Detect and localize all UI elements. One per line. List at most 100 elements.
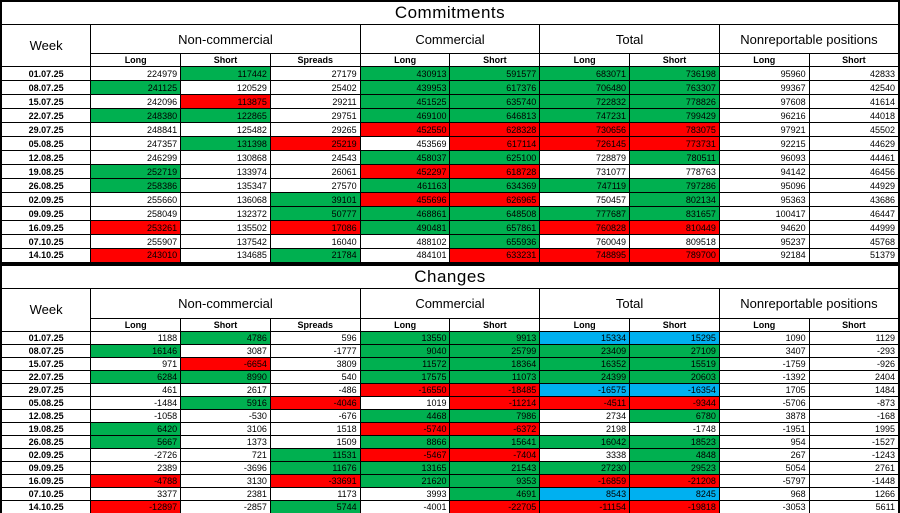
value-cell: 3809: [269, 356, 361, 371]
value-cell: 24543: [269, 150, 361, 165]
value-cell: 458037: [359, 150, 451, 165]
sub-header-spreads: Spreads: [269, 53, 361, 67]
value-cell: 3106: [180, 421, 271, 436]
value-cell: -1448: [808, 473, 900, 488]
value-cell: 13165: [359, 460, 451, 475]
value-cell: 5916: [180, 395, 271, 410]
value-cell: 9913: [449, 330, 541, 345]
value-cell: 247357: [90, 136, 182, 151]
week-cell: 22.07.25: [0, 369, 92, 384]
week-cell: 05.08.25: [0, 395, 92, 410]
value-cell: 439953: [359, 80, 451, 95]
value-cell: 122865: [180, 108, 271, 123]
value-cell: 1090: [718, 330, 810, 345]
sub-header-short: Short: [449, 53, 541, 67]
group-header-commercial: Commercial: [359, 287, 541, 319]
value-cell: 4691: [449, 486, 541, 501]
value-cell: 1484: [808, 382, 900, 397]
value-cell: 780511: [629, 150, 720, 165]
value-cell: 1188: [90, 330, 182, 345]
value-cell: 728879: [539, 150, 631, 165]
value-cell: 490481: [359, 220, 451, 235]
value-cell: -5797: [718, 473, 810, 488]
value-cell: 750457: [539, 192, 631, 207]
value-cell: 468861: [359, 206, 451, 221]
week-cell: 15.07.25: [0, 94, 92, 109]
value-cell: -1527: [808, 434, 900, 449]
value-cell: 134685: [180, 248, 271, 263]
group-header-commercial: Commercial: [359, 24, 541, 54]
value-cell: 648508: [449, 206, 541, 221]
value-cell: 94620: [718, 220, 810, 235]
section-title-row: Commitments: [0, 0, 900, 25]
group-header-row: Week Non-commercial Commercial Total Nonrepo…: [0, 24, 900, 67]
value-cell: 21620: [359, 473, 451, 488]
value-cell: 133974: [180, 164, 271, 179]
sub-header-short: Short: [629, 317, 720, 332]
table-row: 07.10.25 3377 2381 1173 3993 4691 8543 8245 968 1…: [0, 486, 900, 501]
value-cell: -676: [269, 408, 361, 423]
sub-header-long: Long: [539, 317, 631, 332]
value-cell: 45768: [808, 234, 900, 249]
value-cell: 2198: [539, 421, 631, 436]
value-cell: 16146: [90, 343, 182, 358]
group-header-nonreportable-positions: Nonreportable positions: [718, 287, 900, 319]
value-cell: 6780: [629, 408, 720, 423]
value-cell: 29265: [269, 122, 361, 137]
value-cell: 5611: [808, 499, 900, 513]
value-cell: 224979: [90, 66, 182, 81]
value-cell: -5467: [359, 447, 451, 462]
value-cell: 26061: [269, 164, 361, 179]
group-header-row: Week Non-commercial Commercial Total Nonrepo…: [0, 287, 900, 332]
value-cell: -16550: [359, 382, 451, 397]
value-cell: 797286: [629, 178, 720, 193]
value-cell: 96216: [718, 108, 810, 123]
sub-header-short: Short: [808, 317, 900, 332]
week-cell: 07.10.25: [0, 486, 92, 501]
value-cell: 731077: [539, 164, 631, 179]
value-cell: 253261: [90, 220, 182, 235]
value-cell: 633231: [449, 248, 541, 263]
value-cell: 92215: [718, 136, 810, 151]
week-cell: 02.09.25: [0, 192, 92, 207]
value-cell: -1243: [808, 447, 900, 462]
value-cell: 971: [90, 356, 182, 371]
value-cell: 452297: [359, 164, 451, 179]
value-cell: 3993: [359, 486, 451, 501]
value-cell: 17575: [359, 369, 451, 384]
value-cell: 16040: [269, 234, 361, 249]
value-cell: -1484: [90, 395, 182, 410]
table-row: 14.10.25 243010 134685 21784 484101 633231 748…: [0, 248, 900, 263]
value-cell: 5667: [90, 434, 182, 449]
value-cell: 135347: [180, 178, 271, 193]
table-row: 09.09.25 258049 132372 50777 468861 648508 777…: [0, 206, 900, 221]
value-cell: 484101: [359, 248, 451, 263]
week-cell: 08.07.25: [0, 343, 92, 358]
value-cell: -293: [808, 343, 900, 358]
value-cell: 783075: [629, 122, 720, 137]
value-cell: 29523: [629, 460, 720, 475]
value-cell: 628328: [449, 122, 541, 137]
value-cell: 3377: [90, 486, 182, 501]
value-cell: 1173: [269, 486, 361, 501]
value-cell: -3696: [180, 460, 271, 475]
value-cell: 469100: [359, 108, 451, 123]
table-row: 14.10.25 -12897 -2857 5744 -4001 -22705 -11154…: [0, 499, 900, 513]
sub-header-row: Long Short Spreads Long Short Long Short Long Sh…: [1, 317, 900, 332]
value-cell: 17086: [269, 220, 361, 235]
value-cell: -16575: [539, 382, 631, 397]
value-cell: -19818: [629, 499, 720, 513]
week-cell: 12.08.25: [0, 408, 92, 423]
value-cell: 1518: [269, 421, 361, 436]
table-row: 22.07.25 248380 122865 29751 469100 646813 747…: [0, 108, 900, 123]
value-cell: -22705: [449, 499, 541, 513]
value-cell: 15295: [629, 330, 720, 345]
value-cell: 242096: [90, 94, 182, 109]
value-cell: 241125: [90, 80, 182, 95]
value-cell: 92184: [718, 248, 810, 263]
value-cell: 2381: [180, 486, 271, 501]
table-row: 16.09.25 253261 135502 17086 490481 657861 760…: [0, 220, 900, 235]
week-cell: 01.07.25: [0, 66, 92, 81]
week-cell: 14.10.25: [0, 499, 92, 513]
value-cell: 8866: [359, 434, 451, 449]
